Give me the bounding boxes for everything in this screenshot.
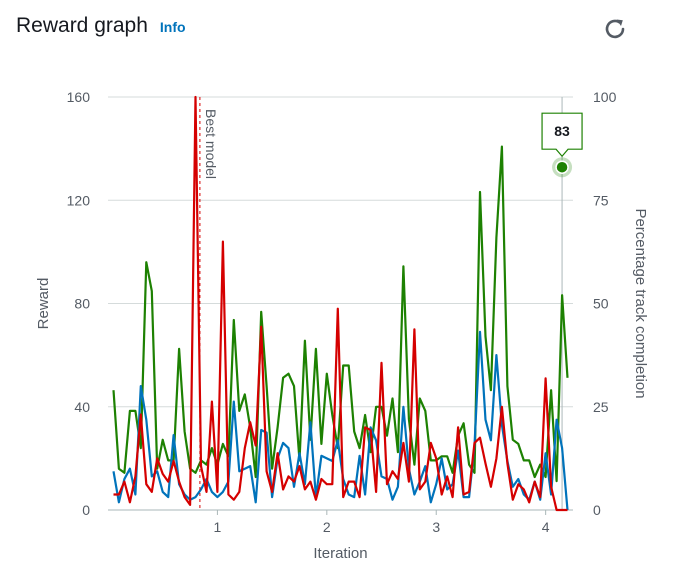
x-axis-title: Iteration bbox=[313, 545, 367, 562]
panel-title: Reward graph bbox=[16, 14, 148, 37]
y-tick-label: 160 bbox=[67, 89, 91, 105]
y2-tick-label: 50 bbox=[593, 296, 609, 312]
series-line-2 bbox=[113, 95, 568, 512]
tooltip-value: 83 bbox=[554, 123, 570, 139]
tooltip-marker bbox=[555, 160, 569, 174]
x-tick-label: 4 bbox=[542, 519, 550, 535]
y2-tick-label: 25 bbox=[593, 399, 609, 415]
refresh-icon[interactable] bbox=[600, 14, 630, 44]
y-axis-title: Reward bbox=[35, 278, 52, 330]
panel-header: Reward graph Info bbox=[16, 14, 186, 38]
y2-axis-title: Percentage track completion bbox=[632, 208, 649, 398]
y2-tick-label: 0 bbox=[593, 502, 601, 518]
best-model-label: Best model bbox=[203, 109, 219, 179]
y-tick-label: 80 bbox=[74, 296, 90, 312]
info-link[interactable]: Info bbox=[159, 19, 186, 35]
x-tick-label: 2 bbox=[323, 519, 331, 535]
y2-tick-label: 75 bbox=[593, 192, 609, 208]
y2-tick-label: 100 bbox=[593, 89, 617, 105]
y-tick-label: 120 bbox=[67, 192, 91, 208]
x-tick-label: 1 bbox=[214, 519, 222, 535]
x-tick-label: 3 bbox=[432, 519, 440, 535]
y-tick-label: 40 bbox=[74, 399, 90, 415]
tooltip-box bbox=[541, 112, 583, 158]
y-tick-label: 0 bbox=[82, 502, 90, 518]
